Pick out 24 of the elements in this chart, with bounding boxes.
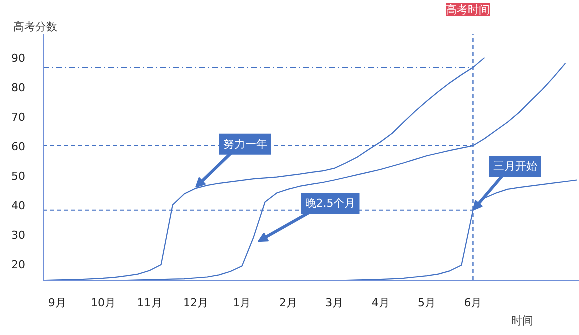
x-tick-label: 10月 bbox=[91, 296, 116, 310]
y-tick-label: 50 bbox=[12, 170, 26, 184]
x-tick-label: 3月 bbox=[326, 296, 344, 310]
annotation: 努力一年 bbox=[224, 138, 268, 151]
x-tick-label: 11月 bbox=[137, 296, 162, 310]
y-tick-label: 80 bbox=[12, 81, 26, 94]
x-tick-label: 1月 bbox=[233, 296, 252, 310]
y-tick-label: 30 bbox=[12, 229, 26, 242]
y-tick-label: 90 bbox=[12, 52, 26, 65]
y-tick-label: 70 bbox=[12, 110, 26, 124]
x-tick-label: 5月 bbox=[418, 296, 436, 310]
annotation: 三月开始 bbox=[494, 160, 538, 174]
x-axis-title: 时间 bbox=[512, 314, 534, 328]
x-tick-label: 12月 bbox=[183, 296, 208, 310]
y-axis-title: 高考分数 bbox=[14, 20, 58, 34]
y-tick-label: 60 bbox=[12, 140, 26, 154]
x-tick-label: 2月 bbox=[279, 296, 298, 310]
ref-line-label: 高考时间 bbox=[446, 4, 490, 16]
annotation: 晚2.5个月 bbox=[305, 197, 356, 210]
y-tick-label: 40 bbox=[12, 200, 26, 213]
y-tick-label: 20 bbox=[12, 258, 26, 272]
x-tick-label: 4月 bbox=[372, 296, 390, 310]
x-tick-label: 9月 bbox=[48, 296, 66, 310]
x-tick-label: 6月 bbox=[464, 296, 482, 310]
